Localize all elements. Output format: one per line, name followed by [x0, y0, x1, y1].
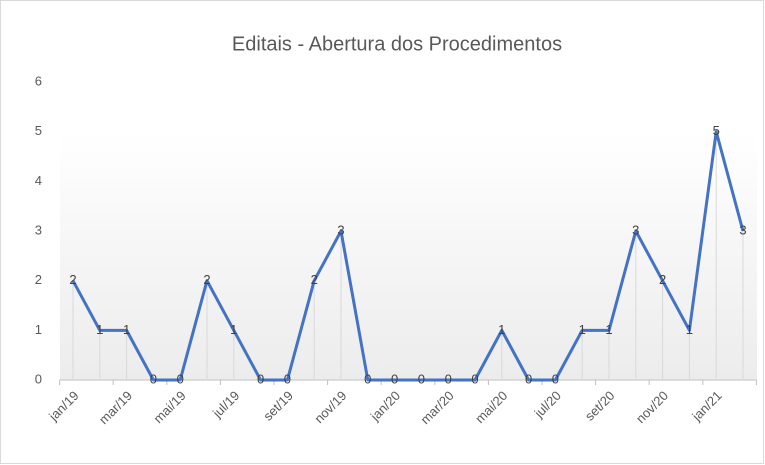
data-label: 1 — [686, 322, 693, 337]
series-line — [71, 130, 745, 382]
data-label: 0 — [471, 371, 478, 386]
y-tick-label: 4 — [35, 173, 42, 188]
y-tick-label: 6 — [35, 73, 42, 88]
data-label: 0 — [418, 371, 425, 386]
data-label: 0 — [445, 371, 452, 386]
data-label: 1 — [96, 322, 103, 337]
data-label: 0 — [525, 371, 532, 386]
y-tick-label: 1 — [35, 322, 42, 337]
chart-title: Editais - Abertura dos Procedimentos — [232, 33, 562, 55]
data-label: 1 — [498, 322, 505, 337]
data-label: 0 — [150, 371, 157, 386]
data-label: 3 — [632, 222, 639, 237]
data-label: 0 — [364, 371, 371, 386]
y-tick-label: 2 — [35, 272, 42, 287]
y-tick-label: 0 — [35, 371, 42, 386]
data-label: 1 — [123, 322, 130, 337]
data-label: 1 — [579, 322, 586, 337]
data-label: 3 — [337, 222, 344, 237]
data-label: 0 — [284, 371, 291, 386]
data-label: 2 — [659, 272, 666, 287]
data-label: 2 — [203, 272, 210, 287]
data-label: 2 — [311, 272, 318, 287]
data-label: 0 — [552, 371, 559, 386]
data-label: 0 — [257, 371, 264, 386]
data-label: 0 — [391, 371, 398, 386]
y-tick-label: 5 — [35, 123, 42, 138]
data-label: 2 — [69, 272, 76, 287]
plot-background — [60, 130, 757, 380]
data-label: 1 — [230, 322, 237, 337]
data-label: 5 — [713, 123, 720, 138]
data-label: 3 — [739, 222, 746, 237]
y-tick-label: 3 — [35, 222, 42, 237]
data-label: 0 — [177, 371, 184, 386]
data-label: 1 — [605, 322, 612, 337]
